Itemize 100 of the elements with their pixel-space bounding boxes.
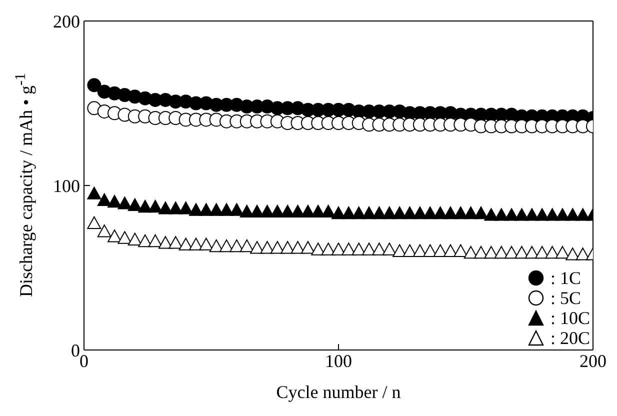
point xyxy=(148,200,162,213)
point xyxy=(535,208,550,221)
point xyxy=(97,224,112,238)
point xyxy=(87,186,102,200)
point xyxy=(108,229,122,242)
point xyxy=(300,204,315,218)
point xyxy=(392,206,407,220)
point xyxy=(524,208,539,221)
point xyxy=(342,206,356,220)
legend-label: : 5C xyxy=(550,288,581,308)
point xyxy=(87,78,102,92)
point xyxy=(118,196,132,210)
point xyxy=(382,242,396,256)
point xyxy=(118,231,132,244)
point xyxy=(555,208,570,221)
point xyxy=(514,246,529,259)
point xyxy=(188,238,203,250)
point xyxy=(535,246,550,259)
point xyxy=(148,234,162,248)
x-tick-label: 200 xyxy=(580,350,606,371)
point xyxy=(270,204,284,218)
point xyxy=(423,244,438,257)
point xyxy=(178,238,193,250)
point xyxy=(311,204,326,218)
point xyxy=(352,206,366,220)
point xyxy=(220,203,234,216)
point xyxy=(250,241,264,254)
point xyxy=(250,204,264,218)
point xyxy=(514,208,529,221)
point xyxy=(280,204,295,218)
point xyxy=(433,206,448,220)
legend-label: : 20C xyxy=(550,328,590,348)
point xyxy=(412,206,427,220)
point xyxy=(382,206,396,220)
point xyxy=(484,208,498,221)
point xyxy=(138,234,152,248)
point xyxy=(321,242,336,256)
point xyxy=(199,203,214,216)
point xyxy=(290,241,305,254)
point xyxy=(230,239,244,252)
point xyxy=(484,246,498,259)
point xyxy=(128,198,142,211)
point xyxy=(576,248,590,260)
point xyxy=(443,244,458,257)
point xyxy=(464,246,478,259)
point xyxy=(402,206,417,220)
legend-label: : 1C xyxy=(550,268,581,288)
point xyxy=(566,208,580,221)
point xyxy=(576,208,590,221)
point xyxy=(433,244,448,257)
x-tick-label: 100 xyxy=(325,350,352,371)
point xyxy=(555,246,570,259)
point xyxy=(423,206,438,220)
point xyxy=(524,246,539,259)
point xyxy=(566,248,580,260)
point xyxy=(108,194,122,208)
point xyxy=(168,236,183,249)
point xyxy=(138,200,152,213)
point xyxy=(87,216,102,230)
y-tick-label: 100 xyxy=(53,176,80,196)
point xyxy=(240,204,254,218)
point xyxy=(260,241,274,254)
point xyxy=(209,203,224,216)
point xyxy=(443,206,458,220)
point xyxy=(474,206,488,220)
point xyxy=(321,204,336,218)
point xyxy=(454,206,468,220)
point xyxy=(504,246,519,259)
point xyxy=(97,193,112,206)
point xyxy=(199,238,214,250)
point xyxy=(362,242,376,256)
y-tick-label: 200 xyxy=(53,11,80,32)
point xyxy=(290,204,305,218)
point xyxy=(352,242,366,256)
point xyxy=(178,202,193,214)
point xyxy=(454,244,468,257)
point xyxy=(372,242,386,256)
point xyxy=(494,208,508,221)
point xyxy=(240,239,254,252)
point xyxy=(209,239,224,252)
point xyxy=(128,232,142,246)
x-axis-title: Cycle number / n xyxy=(276,382,401,402)
point xyxy=(474,246,488,259)
point xyxy=(230,203,244,216)
point xyxy=(545,208,560,221)
point xyxy=(494,246,508,259)
point xyxy=(260,204,274,218)
point xyxy=(188,203,203,216)
point xyxy=(545,246,560,259)
legend-label: : 10C xyxy=(550,308,590,328)
point xyxy=(220,239,234,252)
point xyxy=(300,241,315,254)
point xyxy=(402,244,417,257)
point xyxy=(342,242,356,256)
point xyxy=(332,242,346,256)
point xyxy=(392,244,407,257)
point xyxy=(372,206,386,220)
point xyxy=(158,236,172,249)
point xyxy=(464,206,478,220)
point xyxy=(504,208,519,221)
